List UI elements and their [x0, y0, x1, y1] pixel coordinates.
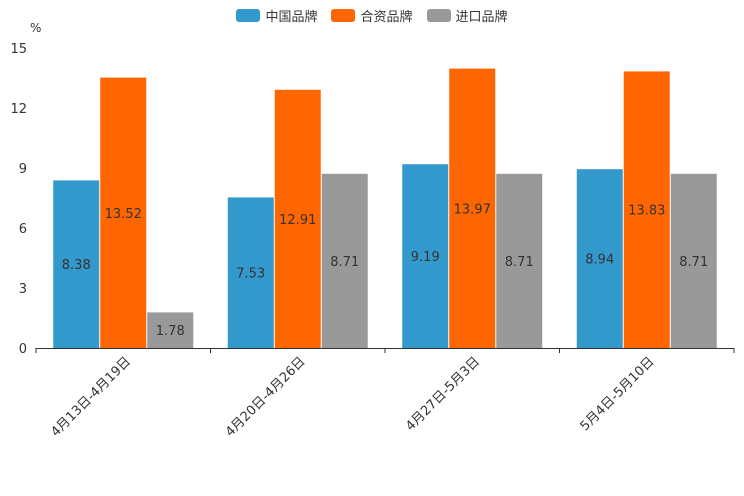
x-category-label: 4月20日-4月26日: [223, 354, 309, 440]
bar-data-label: 8.38: [62, 258, 91, 273]
legend: 中国品牌 合资品牌 进口品牌: [0, 6, 744, 25]
legend-item-china[interactable]: 中国品牌: [236, 6, 317, 25]
bar-joint[interactable]: [274, 89, 321, 349]
legend-swatch-import: [426, 9, 451, 22]
bar-data-label: 13.83: [628, 204, 665, 219]
bar-joint[interactable]: [100, 77, 147, 348]
bar-import[interactable]: [147, 312, 194, 348]
y-tick-label: 0: [19, 342, 27, 357]
bar-import[interactable]: [496, 173, 543, 348]
bar-data-label: 13.52: [105, 207, 142, 222]
bar-data-label: 8.94: [585, 253, 614, 268]
y-tick-label: 3: [19, 282, 27, 297]
legend-item-joint[interactable]: 合资品牌: [331, 6, 413, 25]
x-category-label: 4月13日-4月19日: [48, 354, 134, 440]
bar-data-label: 8.71: [505, 255, 534, 270]
bar-joint[interactable]: [623, 71, 670, 349]
x-category-label: 5月4日-5月10日: [578, 354, 658, 434]
bar-data-label: 8.71: [330, 255, 359, 270]
legend-swatch-joint: [331, 9, 356, 22]
x-category-label: 4月27日-5月3日: [403, 354, 483, 434]
bar-data-label: 9.19: [411, 250, 440, 265]
bar-data-label: 1.78: [156, 324, 185, 339]
legend-swatch-china: [236, 9, 261, 22]
bar-data-label: 12.91: [279, 213, 316, 228]
legend-label-import: 进口品牌: [455, 10, 508, 25]
bar-joint[interactable]: [449, 68, 496, 348]
bar-data-label: 8.71: [679, 255, 708, 270]
y-tick-label: 6: [19, 222, 27, 237]
bar-china[interactable]: [227, 197, 274, 348]
legend-label-china: 中国品牌: [265, 10, 318, 25]
legend-item-import[interactable]: 进口品牌: [426, 6, 508, 25]
y-tick-label: 9: [19, 162, 27, 177]
bar-china[interactable]: [402, 164, 449, 348]
legend-label-joint: 合资品牌: [360, 10, 413, 25]
y-tick-label: 12: [10, 102, 27, 117]
bar-china[interactable]: [53, 180, 100, 348]
y-axis-unit-label: %: [30, 21, 42, 35]
y-tick-label: 15: [10, 42, 27, 57]
bar-data-label: 7.53: [236, 267, 265, 282]
bar-data-label: 13.97: [454, 202, 491, 217]
bar-china[interactable]: [576, 169, 623, 348]
bar-import[interactable]: [670, 173, 717, 348]
bar-import[interactable]: [321, 173, 368, 348]
